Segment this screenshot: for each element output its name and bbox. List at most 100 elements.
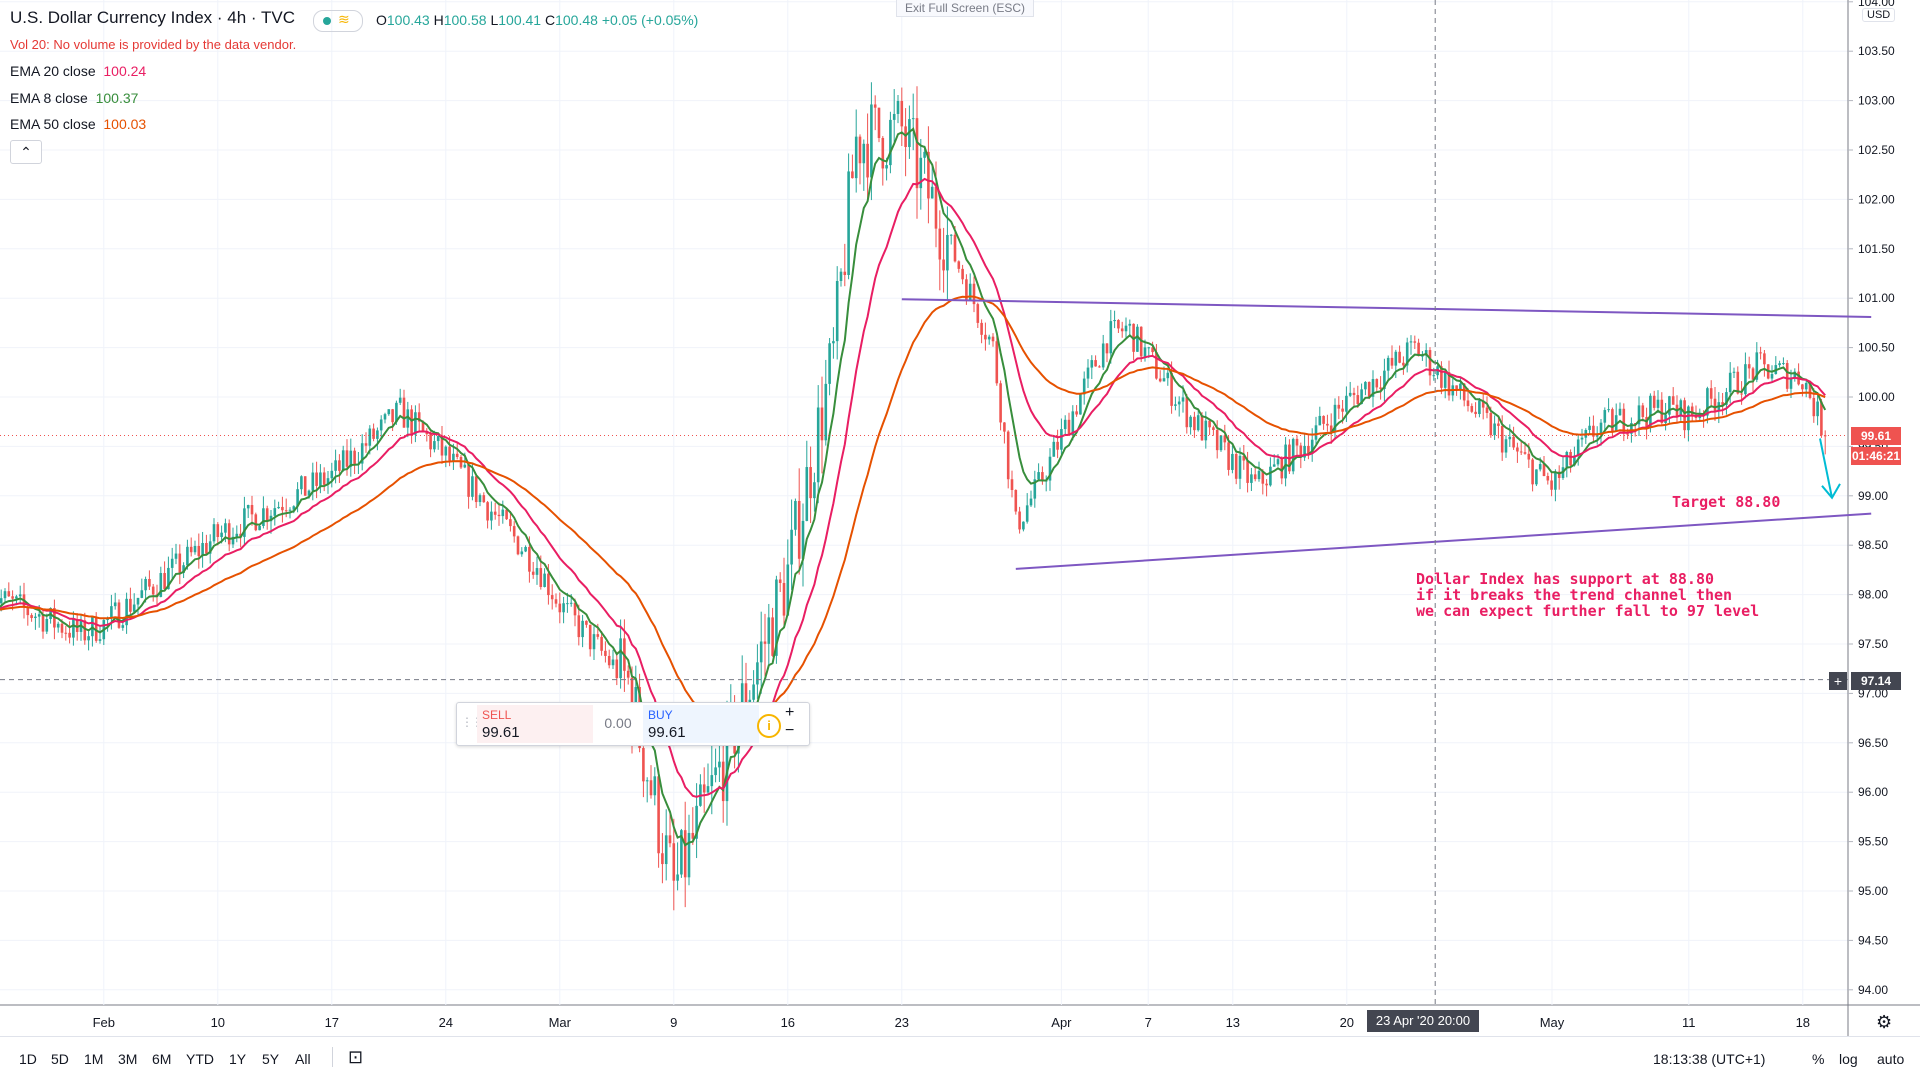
candle-body — [581, 620, 584, 638]
auto-toggle[interactable]: auto — [1877, 1051, 1905, 1067]
candle-body — [1086, 367, 1090, 379]
range-1m-button[interactable]: 1M — [84, 1051, 104, 1067]
candle-body — [1303, 445, 1306, 458]
candle-body — [1196, 415, 1200, 431]
info-icon[interactable]: i — [757, 714, 781, 738]
indicator-ema20[interactable]: EMA 20 close 100.24 — [10, 63, 147, 79]
price-tick-label: 102.00 — [1858, 192, 1895, 206]
candle-body — [1253, 474, 1257, 480]
candle-body — [243, 508, 246, 537]
candle-body — [1006, 431, 1010, 480]
candle-body — [1725, 392, 1728, 405]
exit-fullscreen-button[interactable]: Exit Full Screen (ESC) — [896, 0, 1035, 17]
range-all-button[interactable]: All — [295, 1051, 311, 1067]
candle-body — [1398, 351, 1401, 363]
candle-body — [877, 107, 881, 139]
range-1d-button[interactable]: 1D — [19, 1051, 37, 1067]
quantity-minus-button[interactable]: − — [785, 722, 795, 739]
candle-body — [870, 104, 873, 178]
market-status[interactable]: ≋ — [313, 10, 363, 32]
candle-body — [497, 514, 501, 517]
range-1y-button[interactable]: 1Y — [229, 1051, 247, 1067]
candle-body — [1808, 382, 1812, 398]
candle-body — [839, 271, 843, 282]
candle-body — [186, 546, 189, 566]
range-3m-button[interactable]: 3M — [118, 1051, 138, 1067]
analysis-note[interactable]: Dollar Index has support at 88.80 if it … — [1416, 570, 1760, 620]
percent-toggle[interactable]: % — [1812, 1051, 1825, 1067]
candle-body — [1447, 372, 1451, 396]
indicator-ema50[interactable]: EMA 50 close 100.03 — [10, 116, 147, 132]
candle-body — [672, 843, 676, 881]
candle-body — [1181, 397, 1185, 402]
candle-body — [881, 138, 885, 169]
candle-body — [94, 617, 98, 641]
candle-body — [315, 472, 318, 486]
candle-body — [1025, 505, 1029, 522]
candle-body — [1124, 325, 1128, 332]
indicator-ema8[interactable]: EMA 8 close 100.37 — [10, 90, 139, 106]
candle-body — [364, 443, 368, 446]
range-5d-button[interactable]: 5D — [51, 1051, 69, 1067]
candle-body — [915, 118, 919, 189]
candle-body — [1440, 366, 1443, 388]
range-5y-button[interactable]: 5Y — [262, 1051, 280, 1067]
candle-body — [1618, 408, 1622, 416]
support-trendline — [1015, 512, 1872, 570]
candle-body — [547, 573, 550, 596]
candle-body — [174, 553, 178, 559]
price-tick-label: 94.50 — [1858, 933, 1888, 947]
candle-body — [1709, 388, 1713, 399]
candle-body — [756, 662, 759, 685]
ohlc-change: +0.05 (+0.05%) — [601, 12, 699, 28]
candle-body — [957, 261, 961, 269]
candle-body — [1736, 371, 1740, 394]
price-tick-label: 98.50 — [1858, 538, 1888, 552]
price-tick-label: 94.00 — [1858, 983, 1888, 997]
candle-body — [771, 617, 774, 656]
candle-body — [383, 414, 387, 420]
log-toggle[interactable]: log — [1839, 1051, 1858, 1067]
calendar-range-icon[interactable]: ⊡ — [348, 1047, 364, 1067]
candle-body — [1193, 416, 1196, 431]
last-price-tag: 99.61 — [1851, 427, 1901, 445]
price-tick-label: 104.00 — [1858, 0, 1895, 9]
candle-body — [577, 615, 581, 638]
candle-body — [1018, 511, 1021, 530]
time-tick-label: Feb — [93, 1015, 115, 1030]
candle-body — [1481, 400, 1485, 408]
candles — [0, 82, 1827, 911]
candle-body — [991, 336, 995, 342]
quantity-plus-button[interactable]: + — [785, 704, 795, 721]
price-chart[interactable]: 104.00 103.50 103.00 102.50 102.00 101.50 101.… — [0, 0, 1920, 1036]
clock-time[interactable]: 18:13:38 (UTC+1) — [1653, 1051, 1766, 1067]
candle-body — [1405, 342, 1409, 366]
chart-title[interactable]: U.S. Dollar Currency Index · 4h · TVC — [10, 8, 295, 28]
buy-button[interactable]: BUY 99.61 — [643, 705, 759, 743]
candle-body — [1409, 341, 1413, 343]
candle-body — [486, 502, 489, 521]
range-ytd-button[interactable]: YTD — [186, 1051, 214, 1067]
currency-label[interactable]: USD — [1862, 8, 1896, 22]
candle-body — [463, 464, 467, 468]
price-tick-label: 95.50 — [1858, 835, 1888, 849]
candle-body — [330, 470, 334, 479]
range-6m-button[interactable]: 6M — [152, 1051, 172, 1067]
candle-body — [265, 508, 269, 522]
spread-value: 0.00 — [604, 715, 632, 731]
candle-body — [569, 602, 573, 604]
candle-body — [1322, 415, 1325, 424]
candle-body — [471, 476, 474, 497]
candle-body — [600, 636, 603, 651]
candle-body — [1299, 445, 1303, 458]
target-label[interactable]: Target 88.80 — [1672, 493, 1781, 511]
sell-button[interactable]: SELL 99.61 — [477, 705, 593, 743]
add-alert-button[interactable]: + — [1829, 672, 1847, 690]
gear-icon[interactable]: ⚙ — [1876, 1012, 1893, 1032]
legend-collapse-button[interactable]: ⌃ — [10, 140, 42, 164]
price-tick-label: 95.00 — [1858, 884, 1888, 898]
candle-body — [1459, 383, 1462, 391]
candle-body — [1512, 436, 1515, 448]
candle-body — [1565, 452, 1569, 468]
candle-body — [1200, 415, 1204, 441]
